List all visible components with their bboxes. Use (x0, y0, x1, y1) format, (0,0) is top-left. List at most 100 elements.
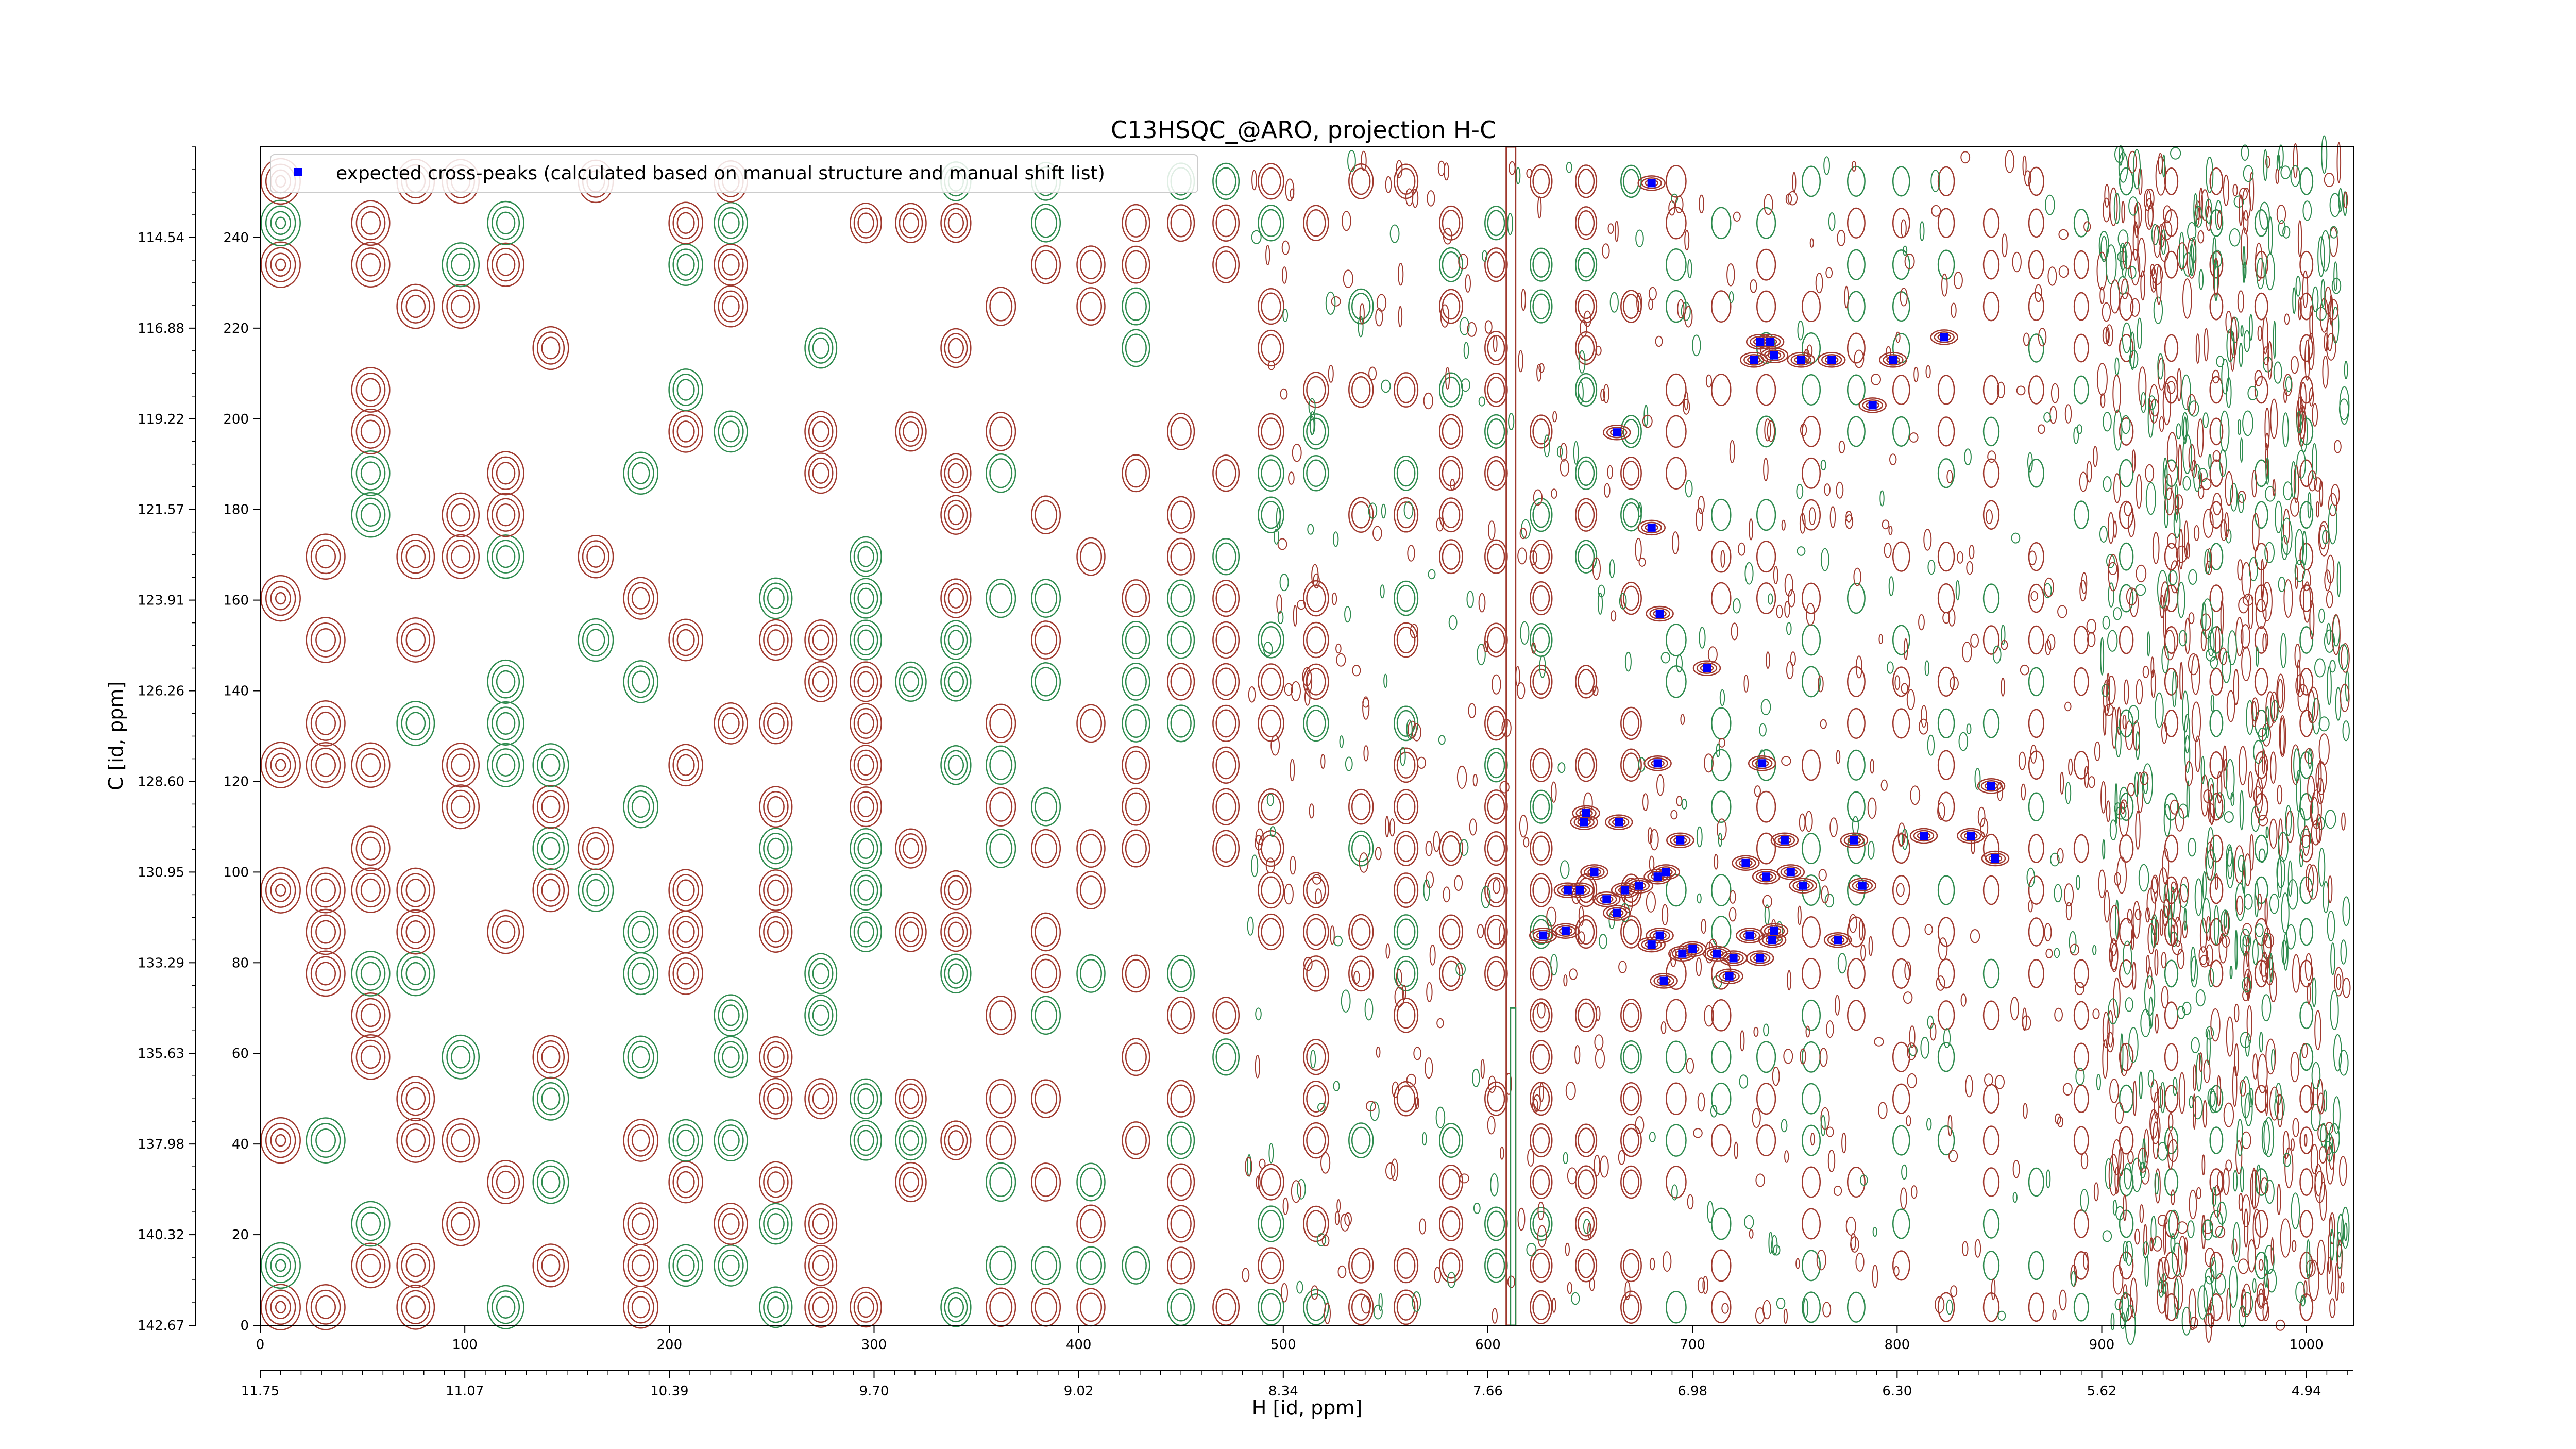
contour-ring (2128, 705, 2140, 725)
contour-ring (1762, 895, 1772, 908)
contour-ring (627, 790, 654, 823)
contour-ring (1303, 1205, 1329, 1242)
contour-ring (310, 1289, 341, 1325)
contour-ring (1563, 1152, 1568, 1164)
expected-peak-point (1770, 351, 1778, 360)
contour-ring (1325, 291, 1336, 315)
contour-ring (1941, 273, 1948, 297)
contour-ring (1079, 709, 1103, 738)
contour-ring (1981, 850, 2010, 867)
contour-ring (496, 1170, 516, 1194)
contour-ring (1215, 584, 1236, 613)
contour-ring (1394, 986, 1405, 1007)
contour-ring (2295, 565, 2298, 589)
x-ppm-tick-label: 9.70 (859, 1384, 889, 1399)
contour-ring (396, 867, 435, 913)
contour-ring (2184, 617, 2191, 654)
expected-peak-point (1561, 926, 1570, 935)
contour-ring (1125, 1251, 1147, 1280)
contour-ring (1487, 418, 1505, 445)
contour-ring (1385, 816, 1389, 838)
contour-ring (1281, 1283, 1289, 1303)
contour-ring (360, 836, 381, 861)
contour-ring (2209, 876, 2224, 904)
contour-ring (1437, 160, 1445, 176)
contour-ring (1292, 443, 1302, 462)
contour-ring (1756, 499, 1776, 531)
contour-ring (1247, 916, 1254, 936)
contour-ring (1681, 798, 1687, 810)
contour-ring (631, 796, 650, 818)
contour-ring (853, 207, 878, 239)
contour-ring (2054, 884, 2062, 903)
contour-ring (2173, 1275, 2184, 1310)
contour-ring (1031, 912, 1061, 952)
contour-ring (1756, 1124, 1776, 1157)
contour-ring (1913, 830, 1935, 842)
contour-ring (1743, 675, 1749, 693)
contour-ring (1801, 415, 1821, 447)
contour-ring (1749, 518, 1753, 541)
contour-ring (1870, 759, 1874, 774)
contour-ring (2209, 167, 2224, 195)
contour-ring (446, 540, 476, 574)
contour-ring (1602, 905, 1631, 921)
contour-ring (714, 1203, 748, 1245)
contour-ring (2314, 1171, 2326, 1204)
contour-ring (2269, 953, 2273, 983)
contour-ring (1684, 306, 1693, 328)
contour-ring (2166, 432, 2178, 472)
contour-ring (808, 1083, 834, 1115)
contour-ring (1723, 952, 1744, 964)
contour-ring (1662, 904, 1669, 926)
contour-ring (1780, 866, 1802, 878)
contour-ring (310, 872, 341, 908)
contour-ring (714, 285, 748, 328)
contour-ring (2199, 1052, 2203, 1072)
contour-ring (1396, 877, 1416, 904)
y-ppm-tick-label: 137.98 (138, 1137, 184, 1152)
contour-ring (2100, 781, 2107, 814)
contour-ring (1170, 542, 1192, 571)
contour-ring (2114, 872, 2121, 886)
contour-ring (759, 1036, 793, 1078)
contour-ring (2312, 977, 2317, 1007)
contour-ring (2299, 1210, 2314, 1238)
contour-ring (2206, 849, 2216, 881)
contour-ring (2299, 1001, 2314, 1030)
contour-ring (1519, 527, 1527, 540)
contour-ring (2140, 270, 2145, 301)
contour-ring (1892, 1041, 1910, 1072)
contour-ring (2306, 1260, 2316, 1277)
contour-ring (1258, 1205, 1284, 1242)
contour-ring (2146, 188, 2155, 209)
contour-ring (1212, 162, 1240, 200)
contour-ring (1571, 1292, 1580, 1305)
contour-ring (1439, 456, 1463, 491)
contour-ring (2073, 208, 2089, 238)
contour-ring (2184, 714, 2191, 754)
contour-ring (2195, 735, 2201, 772)
contour-ring (396, 534, 435, 580)
contour-ring (857, 629, 874, 651)
expected-peak-point (1647, 940, 1656, 949)
contour-ring (265, 580, 296, 616)
contour-ring (1927, 1015, 1934, 1029)
contour-ring (2140, 771, 2149, 785)
contour-ring (676, 754, 695, 777)
contour-ring (275, 884, 286, 897)
contour-ring (1638, 557, 1646, 567)
contour-ring (2062, 1083, 2073, 1096)
contour-ring (808, 999, 834, 1031)
contour-ring (2185, 761, 2193, 786)
contour-ring (2172, 670, 2177, 708)
contour-ring (536, 832, 565, 865)
contour-ring (2339, 386, 2350, 425)
contour-ring (1537, 1002, 1546, 1019)
contour-ring (989, 583, 1013, 614)
contour-ring (2233, 1170, 2238, 1192)
contour-ring (1711, 749, 1732, 782)
contour-ring (986, 578, 1016, 618)
contour-ring (1820, 1115, 1826, 1137)
contour-ring (1439, 831, 1463, 866)
